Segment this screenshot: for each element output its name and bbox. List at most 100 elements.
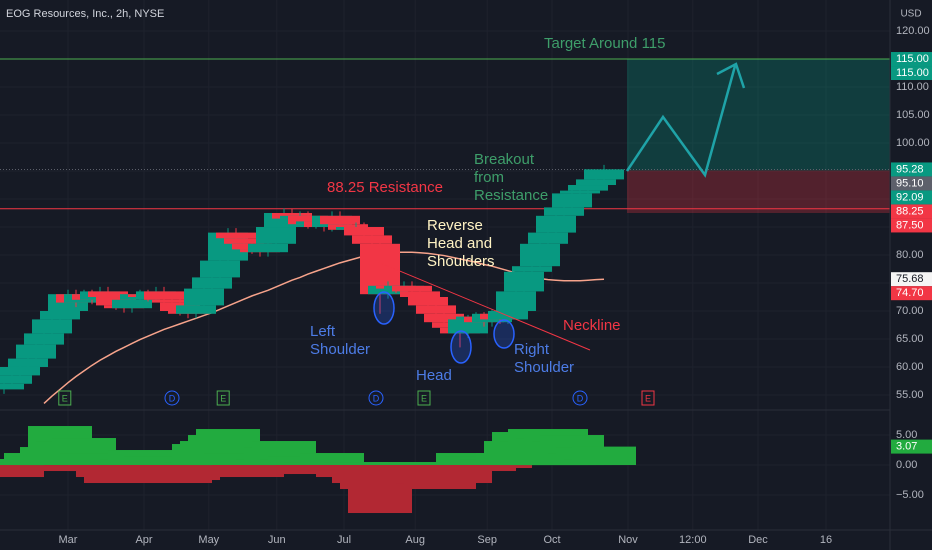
candle-body (216, 232, 256, 239)
oscillator-bar (228, 465, 292, 475)
x-tick-label: Oct (543, 534, 560, 546)
event-label: E (645, 393, 651, 403)
price-tag-label: 75.68 (896, 273, 924, 285)
annotation: Target Around 115 (544, 35, 665, 52)
candle-body (192, 277, 232, 289)
oscillator-bar (372, 462, 436, 466)
x-tick-label: Nov (618, 534, 638, 546)
annotation: Shoulder (310, 341, 370, 358)
projection-arrow (625, 65, 737, 178)
price-tag (891, 204, 932, 219)
candle-body (200, 260, 240, 278)
x-tick-label: Jul (337, 534, 351, 546)
candle-body (16, 344, 56, 359)
annotation: Shoulders (427, 253, 495, 270)
target-zone (627, 59, 890, 171)
candle-body (504, 271, 544, 292)
y-tick-label: 110.00 (896, 81, 929, 93)
oscillator-bar (468, 465, 532, 469)
candle-body (320, 215, 360, 225)
candle-body (176, 305, 216, 314)
candle-body (560, 190, 600, 194)
price-tag (891, 286, 932, 301)
x-tick-label: Mar (59, 534, 78, 546)
event-marker (164, 390, 180, 406)
right-shoulder-ellipse (493, 319, 515, 349)
candle-body (368, 285, 408, 295)
candle-body (0, 375, 32, 384)
price-tag-label: 95.28 (896, 163, 924, 175)
osc-value-label: 3.07 (896, 441, 917, 453)
candle-body (152, 299, 192, 303)
candle-body (424, 313, 464, 323)
x-tick-label: 16 (820, 534, 832, 546)
y-tick-label: 80.00 (896, 249, 924, 261)
y-tick-label: 55.00 (896, 389, 924, 401)
event-label: E (421, 393, 427, 403)
annotation: Breakout (474, 151, 535, 168)
candle-body (536, 215, 576, 233)
x-tick-label: Apr (135, 534, 152, 546)
candle-body (0, 366, 40, 376)
candle-body (256, 227, 296, 244)
event-label: E (220, 393, 226, 403)
osc-value-tag (891, 439, 932, 454)
price-tag-label: 95.10 (896, 177, 924, 189)
price-tag-label: 92.09 (896, 191, 924, 203)
x-tick-label: Aug (405, 534, 425, 546)
candle-body (352, 235, 392, 244)
candle-body (8, 358, 48, 367)
event-marker (216, 390, 230, 406)
arrow-head (716, 62, 746, 89)
event-marker (417, 390, 431, 406)
symbol-title: EOG Resources, Inc., 2h, NYSE (6, 8, 164, 20)
event-label: D (373, 393, 380, 403)
moving-average (43, 251, 605, 404)
annotation: Left (310, 323, 336, 340)
annotation: Right (514, 341, 550, 358)
price-tag (891, 52, 932, 67)
candle-body (248, 243, 288, 253)
oscillator-pane (0, 426, 636, 514)
event-marker (58, 390, 72, 406)
candle-body (544, 207, 584, 216)
annotation: Neckline (563, 317, 621, 334)
y-tick-label: 70.00 (896, 305, 924, 317)
price-tag (891, 190, 932, 205)
annotation: Head (416, 367, 452, 384)
candle-body (88, 291, 128, 298)
oscillator-bar (324, 462, 388, 466)
candle-body (224, 238, 264, 244)
y-tick-label: 65.00 (896, 333, 924, 345)
price-tag (891, 66, 932, 81)
annotation: Head and (427, 235, 492, 252)
candle-body (392, 285, 432, 292)
x-tick-label: Dec (748, 534, 768, 546)
drawings: Target Around 115 88.25 Resistance Breakou… (310, 35, 746, 384)
price-tag-label: 87.50 (896, 219, 924, 231)
candle-body (24, 333, 64, 345)
annotation: 88.25 Resistance (327, 179, 443, 196)
candle-body (344, 227, 384, 236)
osc-tick-label: 0.00 (896, 459, 917, 471)
candle-body (528, 232, 568, 244)
candle-body (512, 266, 552, 272)
x-tick-label: 12:00 (679, 534, 707, 546)
x-tick-label: Jun (268, 534, 286, 546)
price-tag (891, 218, 932, 233)
event-marker (641, 390, 655, 406)
position-tool (627, 59, 890, 214)
event-label: E (62, 393, 68, 403)
candle-body (288, 215, 328, 225)
annotation: Resistance (474, 187, 548, 204)
price-tag (891, 162, 932, 177)
event-marker (368, 390, 384, 406)
candle-body (576, 179, 616, 186)
candle-body (184, 288, 224, 306)
candle-body (40, 310, 80, 320)
oscillator-bar (156, 465, 220, 481)
x-tick-label: Sep (477, 534, 497, 546)
price-tag-label: 115.00 (896, 67, 929, 79)
